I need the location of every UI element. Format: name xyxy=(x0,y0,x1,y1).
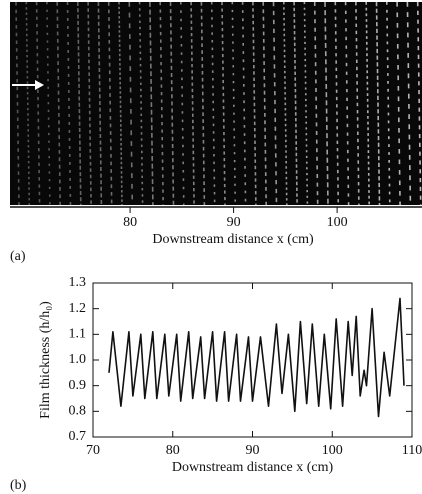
plot-frame xyxy=(92,282,413,438)
x-tick-label: 100 xyxy=(327,215,348,230)
streak xyxy=(87,1,92,206)
streak xyxy=(180,1,185,206)
streak xyxy=(15,1,20,206)
x-tick-label: 80 xyxy=(123,215,137,230)
x-tick-label: 100 xyxy=(322,443,343,458)
streak xyxy=(221,1,226,206)
y-tick-label: 1.2 xyxy=(69,301,87,316)
arrow-head xyxy=(35,80,44,90)
streak xyxy=(190,1,195,206)
x-tick-label: 70 xyxy=(86,443,100,458)
streak xyxy=(149,1,154,206)
streak xyxy=(107,1,113,206)
streak xyxy=(386,1,391,206)
streak xyxy=(169,1,175,206)
x-axis-label: Downstream distance x (cm) xyxy=(152,232,314,247)
streak xyxy=(252,1,257,206)
y-tick-label: 0.8 xyxy=(69,404,87,419)
x-tick-label: 80 xyxy=(166,443,180,458)
y-tick-label: 1.1 xyxy=(69,327,87,342)
streak xyxy=(406,1,412,206)
y-axis-label: Film thickness (h/h₀) xyxy=(38,301,53,419)
streak xyxy=(210,1,216,206)
streak xyxy=(97,1,103,206)
data-line xyxy=(108,297,405,418)
streak xyxy=(375,1,381,206)
y-tick-label: 1.0 xyxy=(69,352,87,367)
streak xyxy=(138,1,144,206)
streak xyxy=(355,1,360,206)
x-tick-label: 90 xyxy=(227,215,241,230)
y-tick-label: 0.9 xyxy=(69,378,87,393)
flow-image xyxy=(10,2,422,205)
streak xyxy=(416,1,422,206)
x-axis-label: Downstream distance x (cm) xyxy=(172,460,334,475)
streak xyxy=(46,1,51,206)
y-tick-label: 0.7 xyxy=(69,429,87,444)
streak xyxy=(293,1,298,206)
streak xyxy=(283,1,288,206)
streak xyxy=(35,1,41,206)
streak xyxy=(200,1,206,206)
streak xyxy=(396,1,401,206)
streak xyxy=(241,1,247,206)
panel-label: (b) xyxy=(10,478,27,493)
streak xyxy=(66,1,72,206)
streak xyxy=(324,1,329,206)
panel-label: (a) xyxy=(10,249,26,264)
streak xyxy=(334,1,340,206)
y-tick-label: 1.3 xyxy=(69,275,87,290)
x-tick-label: 110 xyxy=(402,443,422,458)
streak xyxy=(272,1,278,206)
streak xyxy=(77,1,82,206)
streak xyxy=(128,1,134,206)
x-tick-label: 90 xyxy=(246,443,260,458)
streak xyxy=(25,1,31,206)
streak xyxy=(118,1,123,206)
